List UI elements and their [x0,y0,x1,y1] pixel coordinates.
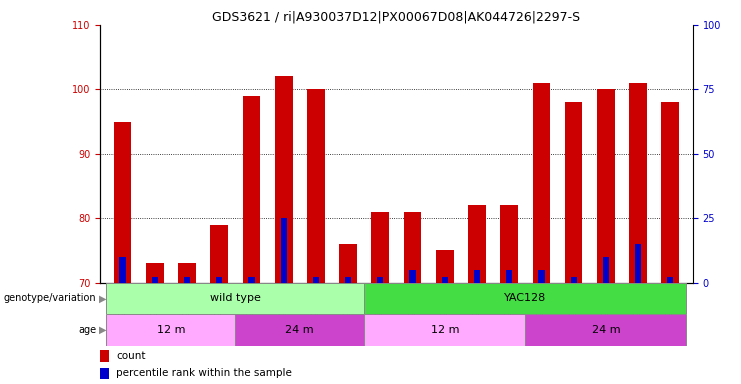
Bar [248,278,255,283]
Bar [307,89,325,283]
Text: 24 m: 24 m [285,325,314,335]
Bar [565,102,582,283]
Bar [107,314,236,346]
Bar [635,244,641,283]
Bar [339,244,357,283]
Bar [474,270,480,283]
Bar [216,278,222,283]
Text: 12 m: 12 m [431,325,459,335]
Bar [371,212,389,283]
Bar [662,102,679,283]
Bar [152,278,158,283]
Bar [242,96,260,283]
Bar [538,270,545,283]
Bar [365,314,525,346]
Bar [236,314,365,346]
Bar [500,205,518,283]
Text: ▶: ▶ [99,325,106,335]
Bar [525,314,686,346]
Bar [629,83,647,283]
Bar [119,257,126,283]
Bar [377,278,383,283]
Title: GDS3621 / ri|A930037D12|PX00067D08|AK044726|2297-S: GDS3621 / ri|A930037D12|PX00067D08|AK044… [213,11,580,24]
Bar [345,278,351,283]
Text: count: count [116,351,145,361]
Bar [506,270,512,283]
Bar [100,350,109,362]
Bar [184,278,190,283]
Bar [210,225,228,283]
Text: age: age [79,325,96,335]
Bar [113,122,131,283]
Bar [404,212,422,283]
Bar [107,283,365,314]
Bar [275,76,293,283]
Bar [436,250,453,283]
Bar [468,205,486,283]
Bar [597,89,615,283]
Bar [146,263,164,283]
Text: YAC128: YAC128 [504,293,546,303]
Text: 12 m: 12 m [156,325,185,335]
Bar [365,283,686,314]
Bar [281,218,287,283]
Bar [100,368,109,379]
Bar [571,278,576,283]
Bar [667,278,674,283]
Text: 24 m: 24 m [591,325,620,335]
Bar [313,278,319,283]
Text: wild type: wild type [210,293,261,303]
Bar [533,83,551,283]
Bar [442,278,448,283]
Text: ▶: ▶ [99,293,106,303]
Bar [602,257,609,283]
Text: percentile rank within the sample: percentile rank within the sample [116,368,292,379]
Text: genotype/variation: genotype/variation [4,293,96,303]
Bar [410,270,416,283]
Bar [178,263,196,283]
